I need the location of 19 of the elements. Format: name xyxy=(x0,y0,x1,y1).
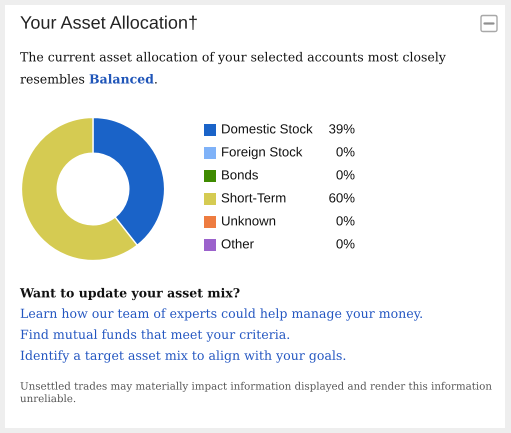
text: Identify a target asset mix to align with your goals. xyxy=(20,350,346,363)
data-label: 60% xyxy=(329,193,355,203)
text: Unsettled trades may materially impact information displayed and render this information unreliable. xyxy=(20,382,492,402)
text: 0% xyxy=(336,216,355,226)
legend-label: Foreign Stock xyxy=(222,146,302,160)
text: 0% xyxy=(336,239,355,249)
data-label: 39% xyxy=(329,124,355,134)
legend-label: Other xyxy=(222,238,254,249)
legend-label: Bonds xyxy=(222,170,258,180)
legend-label: Unknown xyxy=(222,216,276,226)
text: Learn how our team of experts could help manage your money. xyxy=(20,308,422,321)
chart-subtitle: The current asset allocation of your selected accounts most closely resembles Balanced. xyxy=(20,52,446,84)
legend-label: Domestic Stock xyxy=(222,124,313,134)
text: 0% xyxy=(336,147,355,157)
text: Want to update your asset mix? xyxy=(20,288,240,300)
chart-title: Your Asset Allocation† xyxy=(20,16,197,30)
text: 0% xyxy=(336,170,355,180)
legend-label: Short-Term xyxy=(222,192,286,203)
text: Find mutual funds that meet your criteria. xyxy=(20,329,290,342)
